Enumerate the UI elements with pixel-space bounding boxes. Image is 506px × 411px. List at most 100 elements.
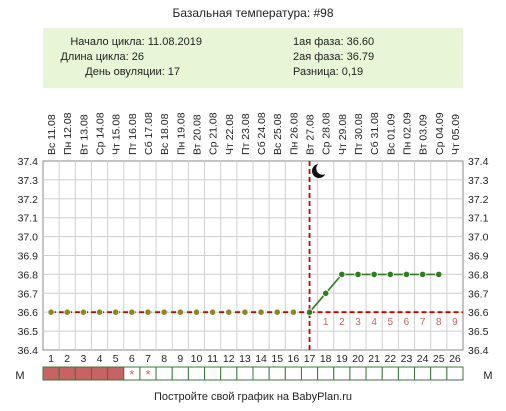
y-tick-label-right: 36.5 xyxy=(468,326,489,338)
y-tick-label-left: 37.2 xyxy=(18,194,39,206)
menses-cell xyxy=(284,366,302,381)
summary-difference: Разница: 0,19 xyxy=(293,66,363,78)
x-day-label: 19 xyxy=(336,353,348,365)
phase2-day-label: 4 xyxy=(371,317,377,328)
x-date-label: Чт 22.08 xyxy=(224,114,236,155)
y-tick-label-right: 36.6 xyxy=(468,307,489,319)
x-date-label: Пн 12.08 xyxy=(62,112,74,155)
menses-cell xyxy=(414,366,432,381)
data-point xyxy=(338,270,346,278)
x-date-label: Пт 30.08 xyxy=(353,113,365,155)
menses-row: * * xyxy=(42,366,464,382)
data-point xyxy=(273,308,281,316)
x-day-label: 13 xyxy=(239,353,251,365)
x-day-label: 24 xyxy=(417,353,429,365)
x-day-label: 9 xyxy=(177,353,183,365)
footer-text: Постройте свой график на BabyPlan.ru xyxy=(154,391,352,403)
summary-cycle-start: Начало цикла: 11.08.2019 xyxy=(70,36,202,48)
moon-icon xyxy=(312,162,329,178)
y-tick-label-right: 36.7 xyxy=(468,288,489,300)
y-tick-label-right: 36.4 xyxy=(468,345,489,357)
x-date-label: Сб 24.08 xyxy=(256,112,268,155)
x-day-label: 8 xyxy=(161,353,167,365)
series-points xyxy=(47,270,443,316)
m-label-right: М xyxy=(483,370,492,382)
y-tick-label-left: 37.1 xyxy=(18,213,39,225)
x-day-label: 5 xyxy=(113,353,119,365)
menses-cell xyxy=(187,366,206,381)
x-day-label: 12 xyxy=(223,353,235,365)
x-date-label: Чт 15.08 xyxy=(111,114,123,155)
data-point xyxy=(370,270,378,278)
x-day-label: 11 xyxy=(207,353,218,365)
phase2-day-label: 7 xyxy=(420,317,426,328)
x-day-label: 20 xyxy=(352,353,364,365)
data-point xyxy=(192,308,201,316)
x-day-label: 17 xyxy=(304,353,316,365)
x-date-label: Вт 13.08 xyxy=(78,114,90,155)
data-point xyxy=(386,270,394,278)
y-tick-label-right: 37.1 xyxy=(468,213,489,225)
menses-cell xyxy=(42,366,60,381)
y-tick-label-right: 37.4 xyxy=(468,156,489,168)
x-day-label: 6 xyxy=(129,353,135,365)
menses-cell xyxy=(155,366,173,381)
y-tick-label-left: 37.4 xyxy=(18,156,39,168)
data-point xyxy=(305,308,314,316)
menses-cell xyxy=(365,366,383,381)
menses-cell xyxy=(268,366,286,381)
data-point xyxy=(160,308,168,316)
grid xyxy=(42,160,464,351)
y-tick-label-right: 36.9 xyxy=(468,251,489,263)
data-point xyxy=(63,308,71,316)
menses-cell xyxy=(446,366,464,381)
x-date-label: Вт 27.08 xyxy=(305,114,317,155)
summary-panel xyxy=(43,28,463,88)
x-day-label: 25 xyxy=(433,353,445,365)
menses-cell xyxy=(220,366,238,381)
x-date-label: Ср 04.09 xyxy=(434,112,446,155)
menses-cell xyxy=(349,366,367,381)
y-tick-label-left: 36.9 xyxy=(18,251,39,263)
phase2-day-label: 9 xyxy=(452,317,458,328)
data-point xyxy=(225,308,233,316)
data-point xyxy=(241,308,249,316)
x-date-label: Пн 02.09 xyxy=(401,112,413,155)
data-point xyxy=(402,270,411,278)
menses-cell xyxy=(300,366,319,381)
y-tick-label-left: 36.5 xyxy=(18,326,39,338)
data-point xyxy=(128,308,136,316)
x-day-labels: 1 2 3 4 5 6 7 8 9 10 11 12 13 14 15 16 17 18 19 20 21 22 23 24 2… xyxy=(48,353,461,365)
x-day-label: 22 xyxy=(384,353,396,365)
menses-cell xyxy=(236,366,254,381)
x-date-label: Вт 20.08 xyxy=(191,114,203,155)
menses-cell xyxy=(107,366,125,381)
menses-cell xyxy=(317,366,335,381)
x-date-label: Вс 25.08 xyxy=(272,113,284,155)
x-day-label: 21 xyxy=(368,353,380,365)
y-tick-label-left: 36.8 xyxy=(18,269,39,281)
menses-cell xyxy=(381,366,399,381)
y-tick-label-right: 37.0 xyxy=(468,232,489,244)
phase2-day-label: 6 xyxy=(404,317,410,328)
data-point xyxy=(209,308,217,316)
y-tick-label-left: 36.6 xyxy=(18,307,39,319)
x-date-label: Ср 14.08 xyxy=(95,112,107,155)
x-date-label: Ср 21.08 xyxy=(208,112,220,155)
data-point xyxy=(435,270,443,278)
x-day-label: 16 xyxy=(288,353,300,365)
reference-lines xyxy=(308,161,463,350)
menses-cell xyxy=(58,366,76,381)
y-tick-label-right: 37.3 xyxy=(468,175,489,187)
data-point xyxy=(176,308,184,316)
menses-mark: * xyxy=(145,367,150,382)
menses-mark: * xyxy=(129,367,134,382)
x-day-label: 23 xyxy=(401,353,413,365)
menses-cell xyxy=(74,366,92,381)
y-tick-labels: 37.4 37.4 37.3 37.3 37.2 37.2 37.1 37.1 37.0 37.0… xyxy=(18,156,489,357)
y-tick-label-right: 37.2 xyxy=(468,194,489,206)
menses-cell xyxy=(204,366,222,381)
x-date-label: Пн 26.08 xyxy=(288,112,300,155)
